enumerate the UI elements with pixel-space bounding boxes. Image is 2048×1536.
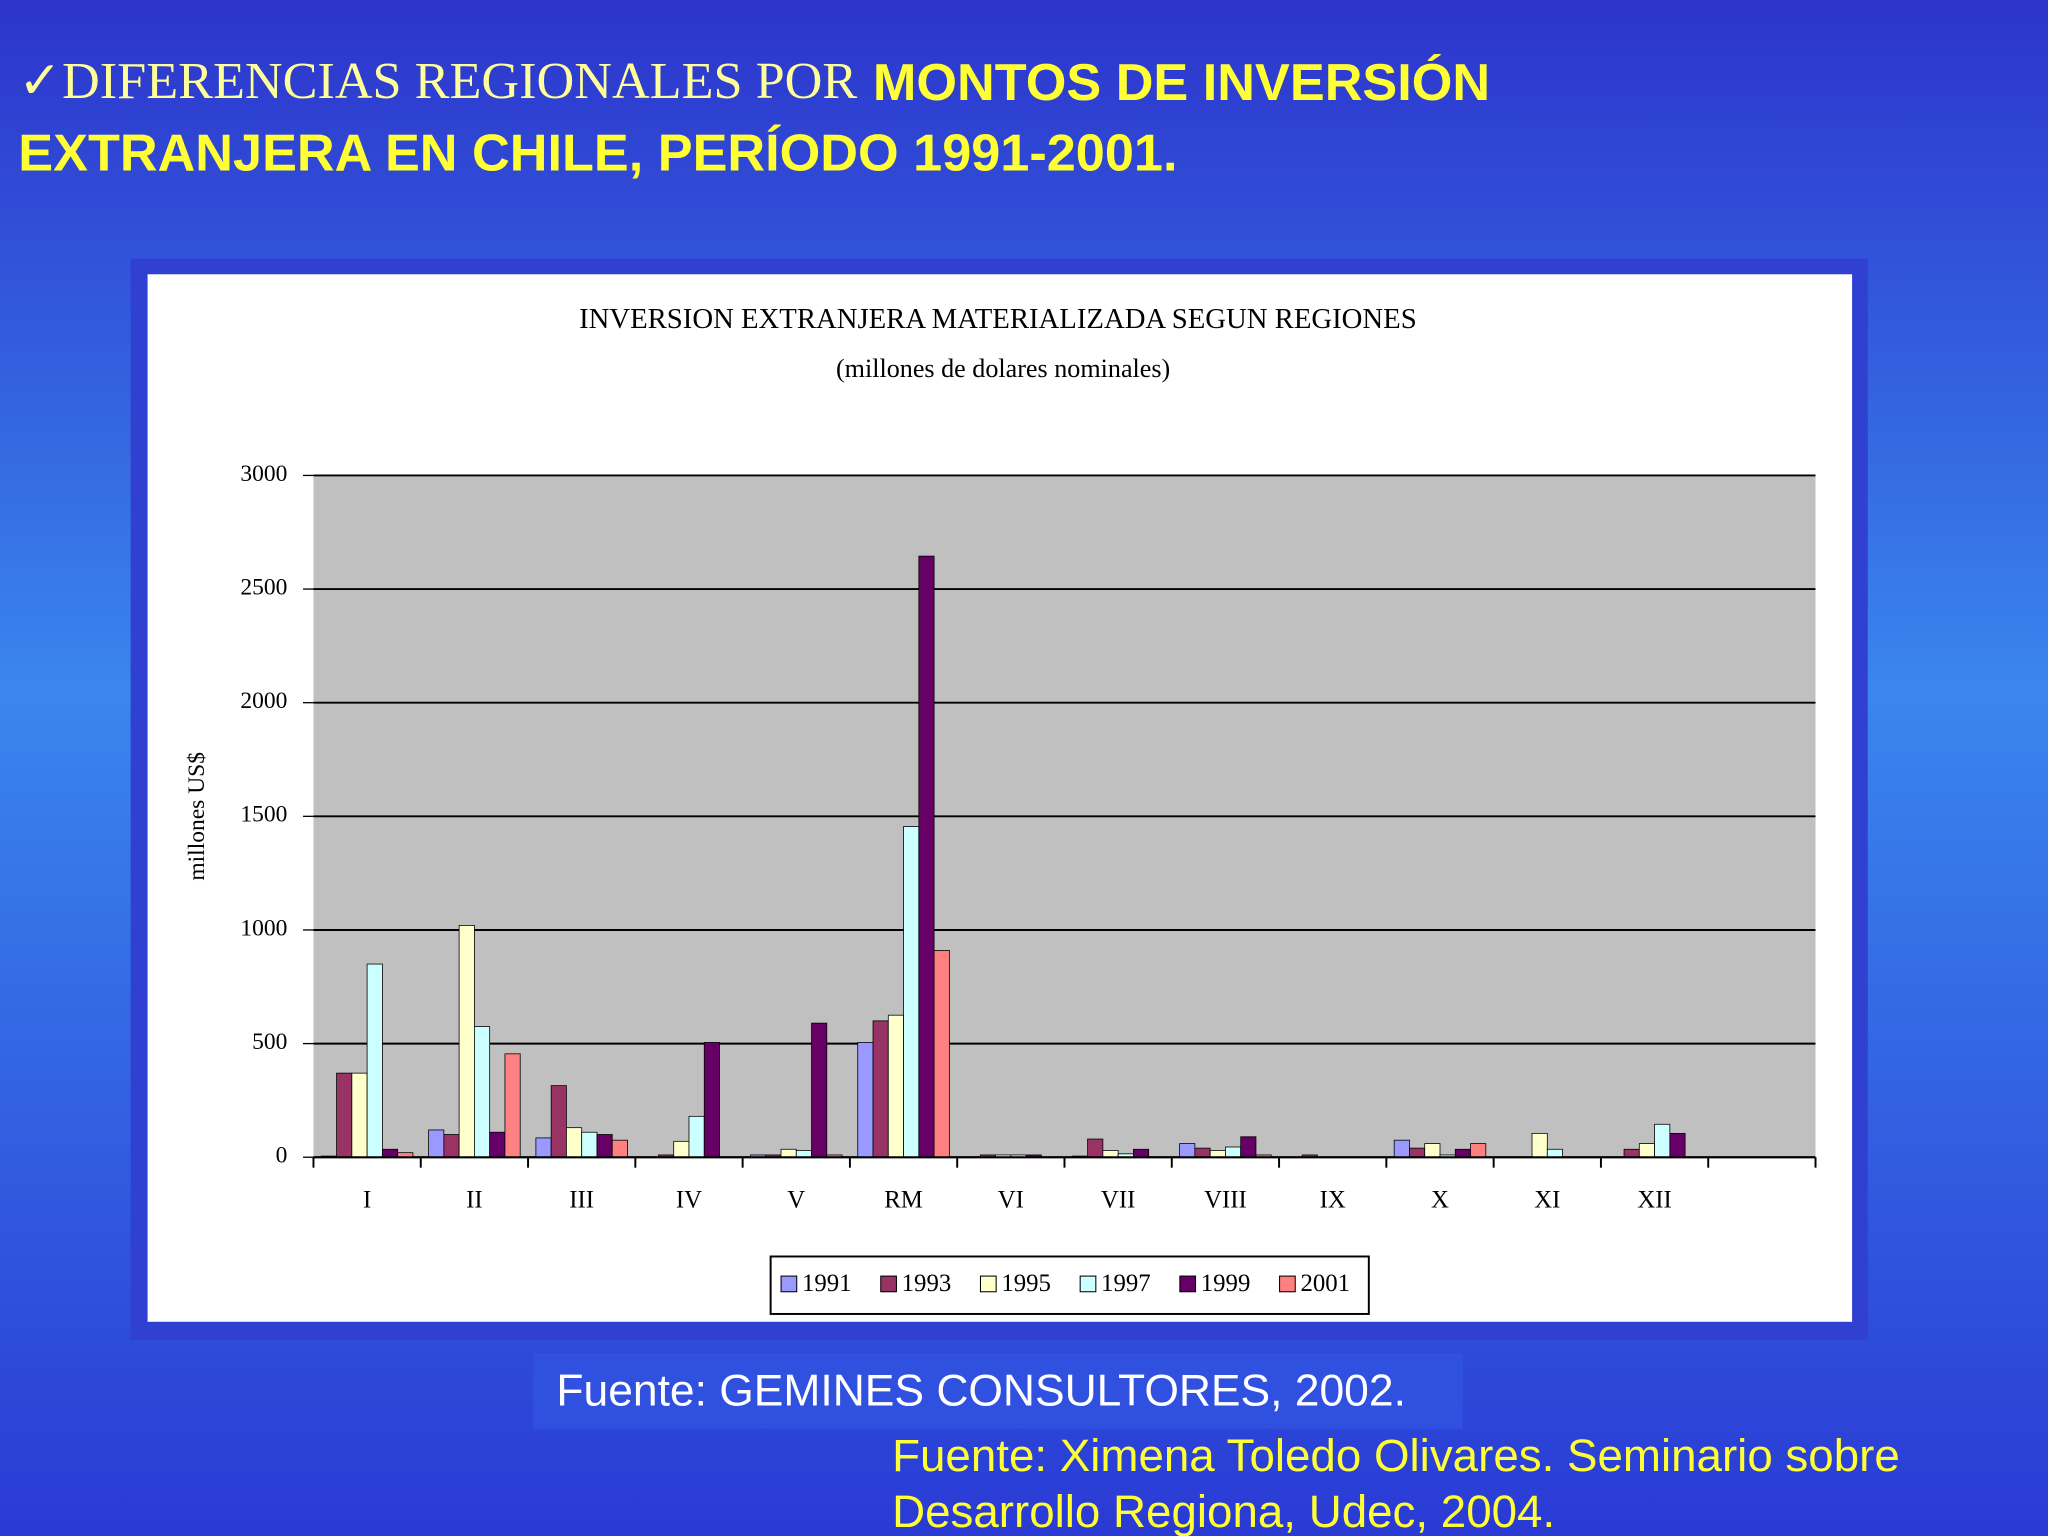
source-box [532, 1353, 1463, 1429]
bar [1546, 1148, 1563, 1158]
legend-label: 1991 [802, 1270, 852, 1297]
bar [780, 1148, 797, 1158]
x-tick-label: X [1431, 1186, 1449, 1213]
legend-label: 1997 [1101, 1270, 1151, 1297]
bar [1087, 1138, 1104, 1158]
x-tick-label: VII [1101, 1186, 1135, 1213]
bar [1393, 1139, 1410, 1158]
x-tick-label: IV [676, 1186, 702, 1213]
bar [811, 1022, 828, 1158]
x-tick-label: RM [884, 1186, 923, 1213]
bar [1638, 1143, 1655, 1158]
bar [933, 950, 950, 1158]
y-tick-label: 2500 [240, 574, 287, 600]
legend-label: 1995 [1001, 1270, 1051, 1297]
bar [1654, 1123, 1671, 1158]
y-tick-label: 500 [252, 1029, 287, 1055]
legend-swatch [880, 1275, 897, 1293]
bar [903, 826, 920, 1158]
bar [1209, 1150, 1226, 1158]
bar [1424, 1143, 1441, 1158]
slide-title: ✓DIFERENCIAS REGIONALES POR MONTOS DE INV… [18, 52, 1490, 112]
x-tick-label: IX [1320, 1186, 1346, 1213]
x-tick-label: XI [1534, 1186, 1560, 1213]
bar [336, 1072, 353, 1158]
bar [1531, 1132, 1548, 1158]
legend-label: 2001 [1300, 1270, 1350, 1297]
bar [1470, 1143, 1487, 1158]
bar [1102, 1150, 1119, 1158]
bar [673, 1140, 690, 1158]
bar [1225, 1146, 1242, 1158]
bar [857, 1042, 874, 1158]
y-tick-label: 0 [276, 1143, 288, 1169]
bar [566, 1127, 583, 1158]
legend-swatch [979, 1275, 997, 1293]
x-tick-label: V [787, 1186, 805, 1213]
bar [688, 1115, 705, 1158]
bar [1179, 1143, 1196, 1158]
bar [887, 1014, 904, 1158]
y-tick-label: 1000 [240, 915, 287, 941]
bar [795, 1150, 812, 1158]
source-text: Fuente: Ximena Toledo Olivares. Seminari… [892, 1430, 1900, 1481]
bar [489, 1131, 506, 1158]
title-part: MONTOS DE INVERSIÓN [873, 54, 1490, 112]
bar [535, 1137, 552, 1158]
bar [1240, 1136, 1257, 1158]
x-tick-label: XII [1637, 1186, 1671, 1213]
x-tick-label: I [363, 1186, 371, 1213]
bar [1454, 1148, 1471, 1158]
bar [550, 1085, 567, 1158]
chart-title: INVERSION EXTRANJERA MATERIALIZADA SEGUN… [579, 303, 1417, 335]
x-tick-label: VIII [1204, 1186, 1247, 1213]
bar [428, 1129, 445, 1158]
x-tick-label: II [466, 1186, 483, 1213]
y-tick-label: 3000 [240, 461, 287, 487]
title-part: ✓DIFERENCIAS REGIONALES POR [18, 52, 857, 110]
bar [381, 1148, 399, 1158]
bar [1623, 1148, 1640, 1158]
bar [581, 1131, 598, 1158]
legend-swatch [780, 1275, 798, 1293]
bar [458, 925, 475, 1158]
bar [474, 1026, 491, 1158]
legend-label: 1993 [902, 1270, 952, 1297]
source-text: Desarrollo Regiona, Udec, 2004. [892, 1486, 1555, 1536]
bar [1194, 1147, 1211, 1158]
chart-subtitle: (millones de dolares nominales) [836, 354, 1170, 383]
bar [1669, 1132, 1686, 1158]
x-tick-label: III [569, 1186, 594, 1213]
bar [443, 1134, 460, 1158]
legend-label: 1999 [1201, 1270, 1251, 1297]
bar [1409, 1147, 1426, 1158]
bar [351, 1072, 368, 1158]
y-tick-label: 1500 [240, 802, 287, 828]
bar [872, 1020, 889, 1158]
bar [504, 1053, 521, 1158]
y-tick-label: 2000 [240, 688, 287, 714]
y-axis-label: millones US$ [184, 752, 210, 881]
bar [596, 1134, 613, 1158]
legend-swatch [1279, 1275, 1296, 1293]
bar [1133, 1148, 1150, 1158]
x-tick-label: VI [998, 1186, 1024, 1213]
bar [918, 555, 935, 1158]
legend-swatch [1079, 1275, 1097, 1293]
source-box-text: Fuente: GEMINES CONSULTORES, 2002. [556, 1366, 1406, 1415]
slide-title-line2: EXTRANJERA EN CHILE, PERÍODO 1991-2001. [18, 125, 1177, 183]
legend [769, 1255, 1370, 1315]
legend-swatch [1179, 1275, 1197, 1293]
bar [703, 1042, 720, 1158]
bar [611, 1139, 628, 1158]
bar [366, 963, 383, 1158]
